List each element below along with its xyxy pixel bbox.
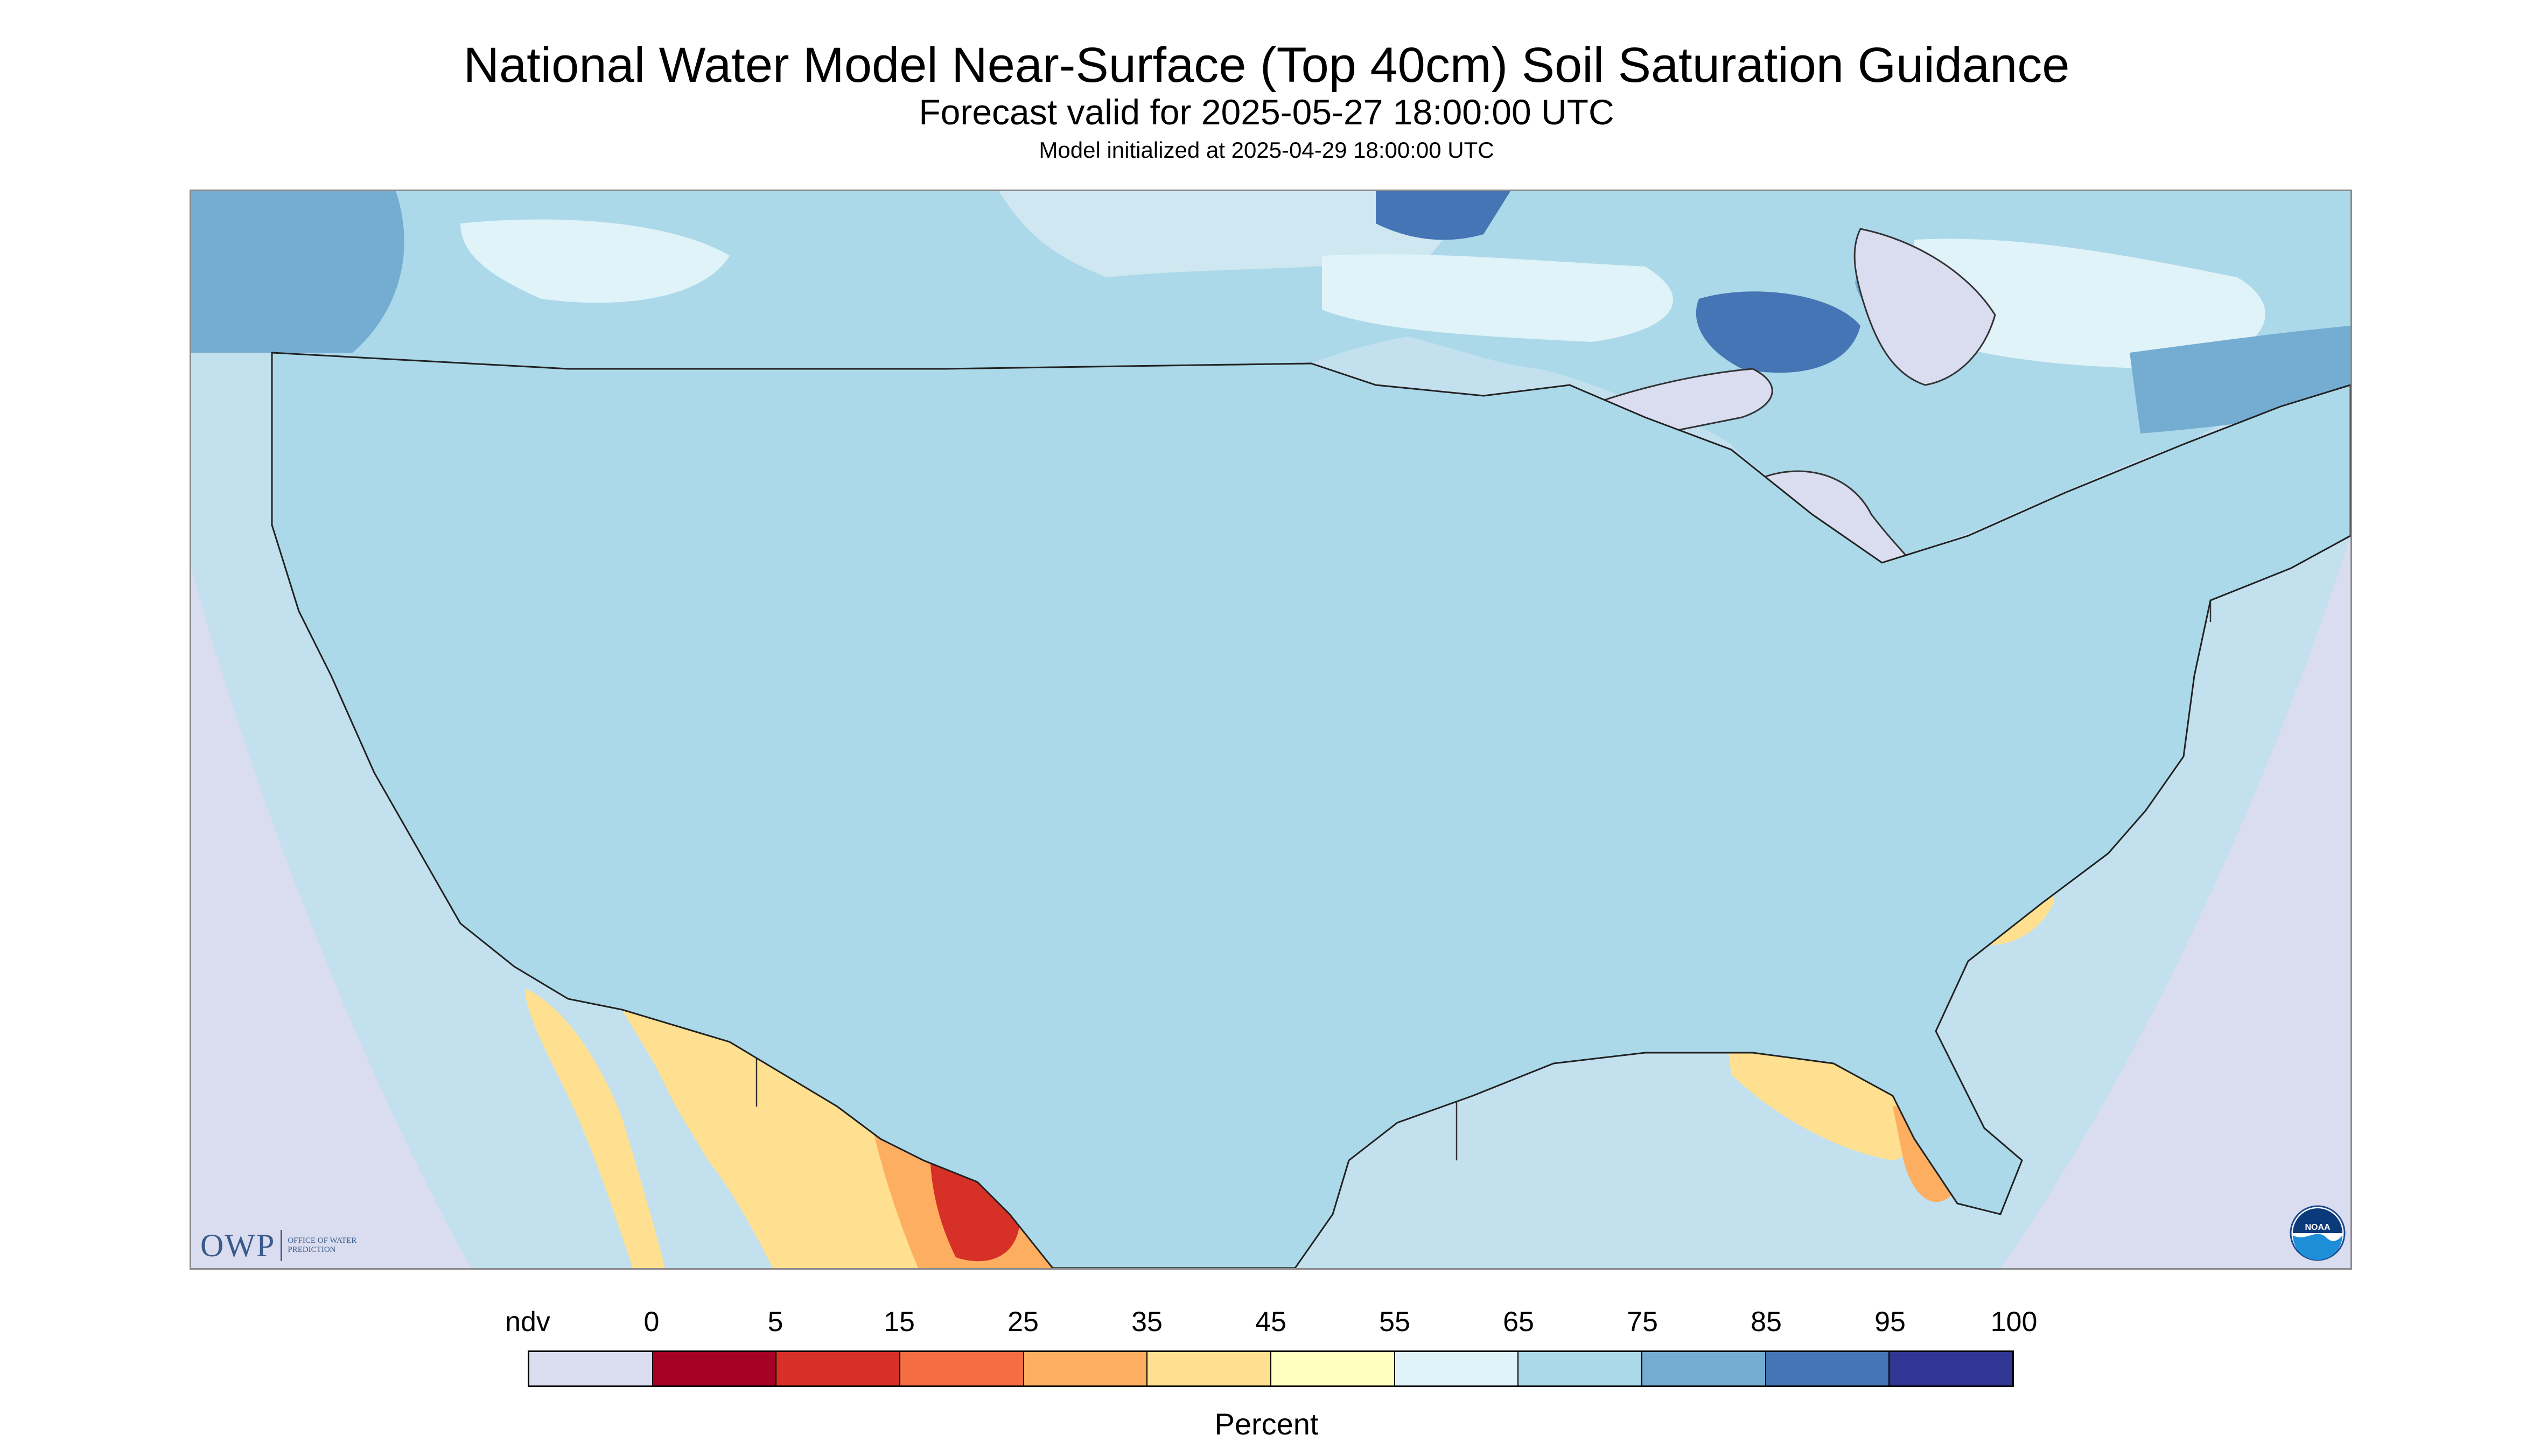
legend-colorbar bbox=[528, 1350, 2014, 1387]
forecast-valid-subtitle: Forecast valid for 2025-05-27 18:00:00 U… bbox=[919, 92, 1614, 132]
legend-tick-label: 100 bbox=[1990, 1306, 2038, 1338]
map-panel bbox=[190, 190, 2352, 1270]
soil-saturation-map bbox=[191, 191, 2350, 1268]
canada-region bbox=[191, 191, 2350, 563]
legend-swatch bbox=[1271, 1352, 1395, 1385]
legend-unit: Percent bbox=[1214, 1407, 1319, 1441]
legend-tick-label: 15 bbox=[884, 1306, 915, 1338]
legend-swatch bbox=[900, 1352, 1024, 1385]
noaa-logo-text: NOAA bbox=[2305, 1223, 2331, 1232]
legend-swatch bbox=[1519, 1352, 1643, 1385]
legend-tick-label: 35 bbox=[1131, 1306, 1163, 1338]
legend-swatch bbox=[1642, 1352, 1766, 1385]
owp-logo-divider bbox=[281, 1230, 283, 1261]
legend-swatch bbox=[776, 1352, 901, 1385]
legend-swatch bbox=[1147, 1352, 1272, 1385]
model-initialized-note: Model initialized at 2025-04-29 18:00:00… bbox=[1039, 137, 1494, 163]
legend-tick-label: 85 bbox=[1751, 1306, 1782, 1338]
legend-swatch bbox=[1890, 1352, 2013, 1385]
legend-tick-label: 25 bbox=[1007, 1306, 1039, 1338]
owp-logo-text: OWP bbox=[200, 1228, 276, 1263]
legend-swatch bbox=[1395, 1352, 1519, 1385]
map-title: National Water Model Near-Surface (Top 4… bbox=[463, 38, 2070, 93]
legend-tick-label: 55 bbox=[1379, 1306, 1410, 1338]
legend-label-ndv: ndv bbox=[505, 1306, 550, 1338]
noaa-logo: NOAA bbox=[2290, 1205, 2346, 1261]
legend-swatch bbox=[1024, 1352, 1148, 1385]
legend-swatch bbox=[529, 1352, 653, 1385]
legend-tick-label: 5 bbox=[767, 1306, 783, 1338]
legend-tick-label: 65 bbox=[1503, 1306, 1534, 1338]
legend-swatch bbox=[1766, 1352, 1890, 1385]
legend-tick-label: 95 bbox=[1874, 1306, 1906, 1338]
legend-tick-label: 0 bbox=[643, 1306, 660, 1338]
legend-swatch bbox=[653, 1352, 777, 1385]
legend-tick-label: 45 bbox=[1255, 1306, 1286, 1338]
legend-labels: ndv 0 5 15 25 35 45 55 65 75 85 95 100 bbox=[0, 1303, 2533, 1341]
owp-logo-fullname: OFFICE OF WATER PREDICTION bbox=[288, 1236, 357, 1254]
legend-tick-label: 75 bbox=[1627, 1306, 1658, 1338]
owp-logo: OWP OFFICE OF WATER PREDICTION bbox=[200, 1227, 368, 1264]
